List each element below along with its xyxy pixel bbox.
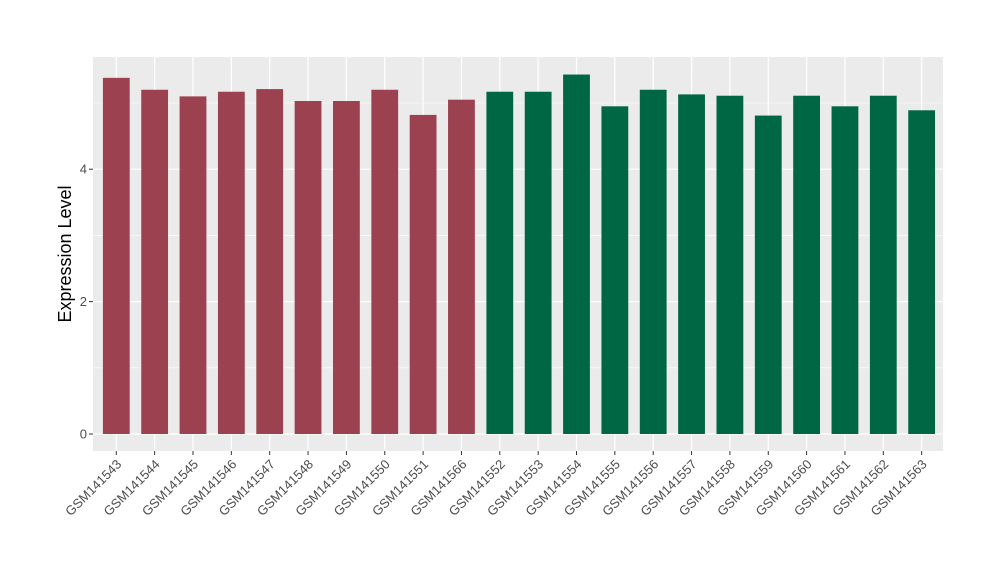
bar-GSM141555: [601, 106, 629, 434]
bar-GSM141543: [102, 77, 130, 435]
bar-GSM141544: [141, 89, 169, 434]
bar-GSM141559: [754, 115, 782, 434]
bar-GSM141553: [524, 91, 552, 434]
bar-GSM141548: [294, 101, 322, 434]
y-axis: 0 2 4: [80, 162, 93, 442]
bars: [102, 74, 936, 435]
bar-GSM141550: [371, 89, 399, 434]
bar-GSM141557: [678, 94, 705, 435]
bar-GSM141547: [256, 89, 284, 435]
bar-GSM141549: [333, 101, 360, 434]
bar-GSM141545: [179, 96, 207, 434]
bar-GSM141552: [486, 91, 514, 434]
x-axis: GSM141543GSM141544GSM141545GSM141546GSM1…: [62, 451, 930, 519]
bar-GSM141554: [563, 74, 590, 434]
y-tick-label: 4: [80, 162, 87, 177]
bar-GSM141558: [716, 95, 744, 434]
bar-GSM141561: [831, 106, 859, 434]
bar-GSM141551: [409, 114, 437, 434]
bar-GSM141546: [217, 91, 245, 434]
y-tick-label: 0: [80, 427, 87, 442]
y-axis-title: Expression Level: [55, 185, 75, 322]
bar-GSM141562: [869, 95, 897, 434]
bar-GSM141556: [639, 89, 667, 434]
bar-GSM141566: [448, 99, 475, 434]
bar-GSM141560: [793, 95, 820, 434]
y-tick-label: 2: [80, 294, 87, 309]
bar-GSM141563: [908, 110, 936, 435]
